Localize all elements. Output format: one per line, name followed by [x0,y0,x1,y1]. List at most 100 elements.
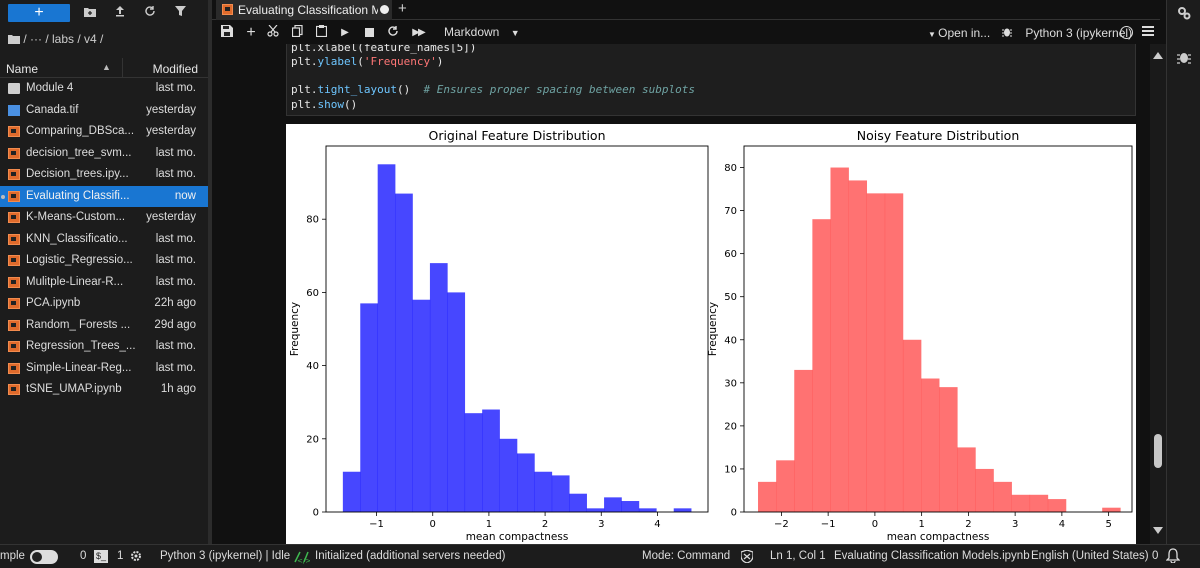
cut-icon[interactable] [266,24,280,41]
fast-forward-icon[interactable]: ▶▶ [412,27,425,38]
notebook-icon [8,319,20,331]
open-in-button[interactable]: ▼ Open in... [928,26,990,40]
cell-type-value[interactable]: Markdown [444,25,500,39]
axes-frame [325,145,709,513]
file-row[interactable]: Comparing_DBSca... yesterday [0,121,208,143]
file-name: Logistic_Regressio... [26,254,133,266]
kernel-count[interactable]: 1 [117,550,124,562]
terminal-icon[interactable]: $_ [94,550,108,563]
kernel-gear-icon[interactable] [130,550,142,565]
file-row[interactable]: Module 4 last mo. [0,78,208,100]
terminal-count[interactable]: 0 [80,550,87,562]
menu-icon[interactable] [1142,25,1154,40]
scroll-up-icon[interactable] [1153,52,1163,59]
cell-type-dropdown[interactable]: Markdown ▼ [444,25,520,39]
code-cell[interactable]: plt.xlabel(feature_names[5]) plt.ylabel(… [286,44,1136,116]
kernel-name-button[interactable]: Python 3 (ipykernel) [1002,26,1132,40]
notebook-content: plt.xlabel(feature_names[5]) plt.ylabel(… [212,44,1150,544]
refresh-icon[interactable] [142,4,158,22]
file-row[interactable]: Evaluating Classifi... now [0,185,208,207]
property-inspector-icon[interactable] [1177,6,1191,25]
add-tab-button[interactable]: + [398,0,407,17]
kernel-name[interactable]: Python 3 (ipykernel) [1025,26,1133,40]
notification-count[interactable]: 0 [1152,550,1159,562]
filter-icon[interactable] [172,4,188,22]
file-row[interactable]: Random_ Forests ... 29d ago [0,315,208,337]
y-tick-label: 0 [313,508,319,519]
file-name: Random_ Forests ... [26,318,131,331]
trusted-shield-icon[interactable] [740,549,754,566]
notebook-icon [8,190,20,202]
copy-icon[interactable] [290,24,304,41]
file-row[interactable]: decision_tree_svm... last mo. [0,143,208,165]
add-cell-icon[interactable]: + [246,24,256,41]
column-name-header[interactable]: Name [6,62,39,76]
new-launcher-button[interactable]: + [8,4,70,22]
notebook-scrollbar[interactable] [1150,44,1166,544]
histogram-bar [673,508,692,512]
file-row[interactable]: Regression_Trees_... last mo. [0,336,208,358]
breadcrumb[interactable]: / ··· / labs / v4 / [8,32,103,46]
y-tick-label: 40 [724,335,737,346]
bug-icon[interactable] [1002,26,1015,40]
code-line[interactable]: plt.xlabel(feature_names[5]) [291,44,477,54]
file-modified: last mo. [155,82,196,94]
run-icon[interactable]: ▶ [341,27,349,38]
histogram-bar [1029,494,1049,512]
simple-mode-toggle[interactable] [30,550,58,564]
debugger-icon[interactable] [1177,50,1191,69]
unsaved-indicator-icon[interactable] [380,5,389,14]
code-token: () [344,98,358,111]
breadcrumb-path[interactable]: / ··· / labs / v4 / [23,32,104,46]
paste-icon[interactable] [314,25,328,41]
histogram-bar [902,339,922,512]
file-row[interactable]: K-Means-Custom... yesterday [0,207,208,229]
restart-icon[interactable] [386,25,400,41]
bell-icon[interactable] [1165,548,1181,566]
cursor-position[interactable]: Ln 1, Col 1 [770,550,826,562]
folder-icon[interactable] [8,34,20,44]
upload-icon[interactable] [112,4,128,22]
histogram-bar [1011,494,1031,512]
scrollbar-thumb[interactable] [1154,434,1162,468]
tab-notebook[interactable]: Evaluating Classification Moc [216,0,392,20]
new-folder-icon[interactable] [82,4,98,22]
file-name: Evaluating Classifi... [26,189,130,202]
code-token: ) [436,55,444,68]
file-row[interactable]: PCA.ipynb 22h ago [0,293,208,315]
histogram-bar [921,378,940,512]
file-name: K-Means-Custom... [26,211,126,223]
file-modified: last mo. [155,275,196,288]
lsp-icon[interactable]: </> [294,550,311,567]
code-line[interactable]: plt.show() [291,98,357,111]
kernel-status[interactable]: Python 3 (ipykernel) | Idle [160,550,291,562]
file-name: Module 4 [26,82,74,94]
notebook-icon [8,384,20,395]
save-icon[interactable] [220,25,234,41]
chevron-down-icon[interactable]: ▼ [510,28,520,38]
code-line[interactable]: plt.tight_layout() # Ensures proper spac… [291,83,695,96]
scroll-down-icon[interactable] [1153,527,1163,534]
file-row[interactable]: Decision_trees.ipy... last mo. [0,164,208,186]
file-modified: last mo. [155,146,196,159]
notebook-mode[interactable]: Mode: Command [642,550,731,562]
language-selector[interactable]: English (United States) [1031,550,1149,562]
column-separator[interactable] [122,58,123,78]
file-row[interactable]: Simple-Linear-Reg... last mo. [0,358,208,380]
current-filename[interactable]: Evaluating Classification Models.ipynb [834,550,1030,562]
file-name: Comparing_DBSca... [26,125,135,137]
lsp-status[interactable]: Initialized (additional servers needed) [315,550,506,562]
file-row[interactable]: Logistic_Regressio... last mo. [0,250,208,272]
y-axis-label: Frequency [707,302,719,356]
code-line[interactable]: plt.ylabel('Frequency') [291,55,443,68]
file-row[interactable]: Canada.tif yesterday [0,100,208,122]
sidebar-resize-handle[interactable] [208,0,212,544]
y-tick-label: 60 [306,288,319,299]
notebook-icon [8,233,20,245]
file-row[interactable]: tSNE_UMAP.ipynb 1h ago [0,379,208,401]
histogram-bar [812,219,831,512]
stop-icon[interactable] [362,25,376,41]
file-row[interactable]: Mulitple-Linear-R... last mo. [0,272,208,294]
file-row[interactable]: KNN_Classificatio... last mo. [0,229,208,251]
column-modified-header[interactable]: Modified [152,62,198,76]
